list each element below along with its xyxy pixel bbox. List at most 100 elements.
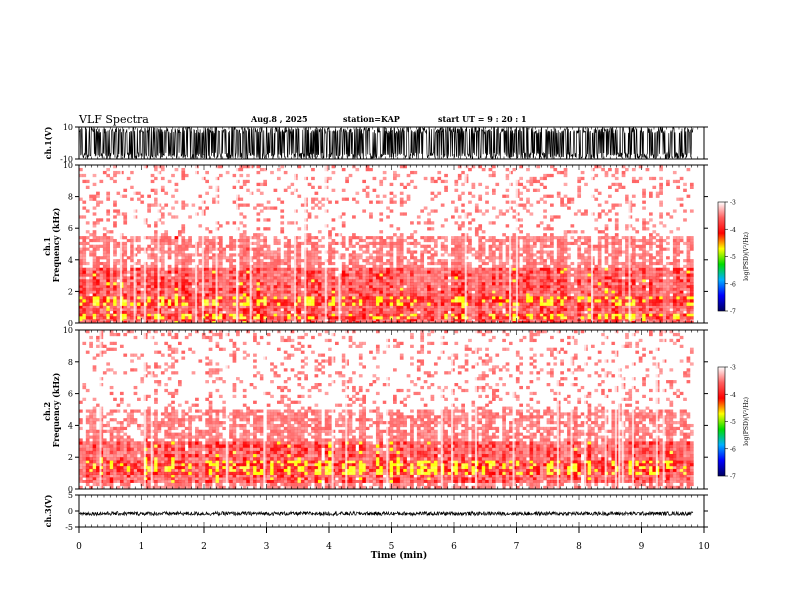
spectrogram-cell bbox=[82, 236, 87, 240]
spectrogram-cell bbox=[348, 267, 353, 271]
spectrogram-cell bbox=[82, 267, 87, 271]
spectrogram-cell bbox=[270, 256, 274, 260]
spectrogram-cell bbox=[198, 270, 203, 274]
spectrogram-cell bbox=[652, 236, 657, 240]
spectrogram-cell bbox=[386, 261, 390, 266]
spectrogram-cell bbox=[546, 287, 551, 291]
spectrogram-cell bbox=[263, 293, 268, 297]
spectrogram-cell bbox=[266, 244, 271, 248]
spectrogram-cell bbox=[160, 276, 165, 280]
spectrogram-cell bbox=[474, 250, 479, 254]
spectrogram-cell bbox=[229, 305, 233, 309]
spectrogram-cell bbox=[519, 310, 524, 314]
spectrogram-cell bbox=[577, 308, 582, 312]
spectrogram-cell bbox=[246, 273, 250, 277]
spectrogram-cell bbox=[137, 276, 141, 280]
spectrogram-cell bbox=[82, 261, 87, 266]
spectrogram-cell bbox=[433, 267, 438, 271]
spectrogram-cell bbox=[474, 267, 479, 271]
spectrogram-cell bbox=[174, 261, 179, 266]
spectrogram-cell bbox=[614, 290, 619, 294]
spectrogram-cell bbox=[430, 270, 435, 274]
spectrogram-cell bbox=[147, 316, 151, 320]
spectrogram-cell bbox=[608, 287, 612, 291]
spectrogram-cell bbox=[584, 290, 588, 294]
spectrogram-cell bbox=[345, 282, 349, 286]
spectrogram-cell bbox=[597, 276, 602, 280]
spectrogram-cell bbox=[485, 319, 489, 322]
spectrogram-cell bbox=[232, 273, 237, 277]
spectrogram-cell bbox=[604, 250, 609, 254]
spectrogram-cell bbox=[594, 267, 599, 271]
spectrogram-cell bbox=[177, 273, 182, 277]
spectrogram-cell bbox=[79, 299, 83, 303]
spectrogram-cell bbox=[420, 267, 425, 271]
spectrogram-cell bbox=[140, 310, 145, 314]
spectrogram-cell bbox=[362, 321, 367, 324]
spectrogram-cell bbox=[263, 236, 268, 240]
spectrogram-cell bbox=[375, 253, 380, 257]
spectrogram-cell bbox=[266, 296, 271, 300]
spectrogram-cell bbox=[543, 236, 547, 240]
spectrogram-cell bbox=[410, 308, 414, 312]
spectrogram-cell bbox=[413, 285, 418, 289]
spectrogram-cell bbox=[253, 310, 257, 314]
spectrogram-cell bbox=[270, 290, 274, 294]
spectrogram-cell bbox=[399, 256, 404, 260]
spectrogram-cell bbox=[328, 247, 332, 251]
spectrogram-cell bbox=[352, 299, 356, 303]
spectrogram-cell bbox=[519, 279, 524, 283]
spectrogram-cell bbox=[413, 319, 418, 322]
spectrogram-cell bbox=[563, 302, 568, 306]
spectrogram-cell bbox=[352, 296, 356, 300]
spectrogram-cell bbox=[485, 296, 489, 300]
spectrogram-cell bbox=[433, 308, 438, 312]
spectrogram-cell bbox=[498, 308, 503, 312]
spectrogram-cell bbox=[164, 290, 169, 294]
spectrogram-cell bbox=[358, 276, 363, 280]
spectrogram-cell bbox=[625, 321, 629, 324]
spectrogram-cell bbox=[399, 296, 404, 300]
spectrogram-cell bbox=[553, 293, 558, 297]
spectrogram-cell bbox=[345, 302, 349, 306]
spectrogram-cell bbox=[430, 296, 435, 300]
spectrogram-cell bbox=[314, 302, 319, 306]
spectrogram-cell bbox=[164, 293, 169, 297]
spectrogram-cell bbox=[601, 290, 605, 294]
spectrogram-cell bbox=[611, 293, 616, 297]
spectrogram-cell bbox=[283, 319, 288, 322]
spectrogram-cell bbox=[556, 310, 561, 314]
spectrogram-cell bbox=[427, 270, 431, 274]
spectrogram-cell bbox=[526, 319, 530, 322]
spectrogram-cell bbox=[580, 256, 585, 260]
spectrogram-cell bbox=[478, 285, 483, 289]
spectrogram-cell bbox=[130, 290, 134, 294]
spectrogram-cell bbox=[273, 253, 278, 257]
spectrogram-cell bbox=[290, 273, 295, 277]
spectrogram-cell bbox=[420, 316, 425, 320]
spectrogram-cell bbox=[205, 296, 209, 300]
spectrogram-cell bbox=[406, 290, 411, 294]
spectrogram-cell bbox=[430, 290, 435, 294]
spectrogram-cell bbox=[382, 316, 387, 320]
spectrogram-cell bbox=[365, 276, 370, 280]
spectrogram-cell bbox=[563, 259, 568, 263]
spectrogram-cell bbox=[563, 293, 568, 297]
spectrogram-cell bbox=[116, 319, 121, 322]
spectrogram-cell bbox=[492, 253, 496, 257]
spectrogram-cell bbox=[311, 302, 315, 306]
spectrogram-cell bbox=[642, 250, 646, 254]
spectrogram-cell bbox=[420, 293, 425, 297]
spectrogram-cell bbox=[659, 273, 663, 277]
spectrogram-cell bbox=[345, 310, 349, 314]
spectrogram-cell bbox=[177, 250, 182, 254]
spectrogram-cell bbox=[420, 321, 425, 324]
spectrogram-cell bbox=[686, 279, 691, 283]
spectrogram-cell bbox=[420, 305, 425, 309]
spectrogram-cell bbox=[655, 273, 660, 277]
spectrogram-cell bbox=[96, 267, 100, 271]
spectrogram-cell bbox=[259, 261, 264, 266]
spectrogram-cell bbox=[259, 308, 264, 312]
spectrogram-cell bbox=[631, 259, 636, 263]
spectrogram-cell bbox=[263, 270, 268, 274]
